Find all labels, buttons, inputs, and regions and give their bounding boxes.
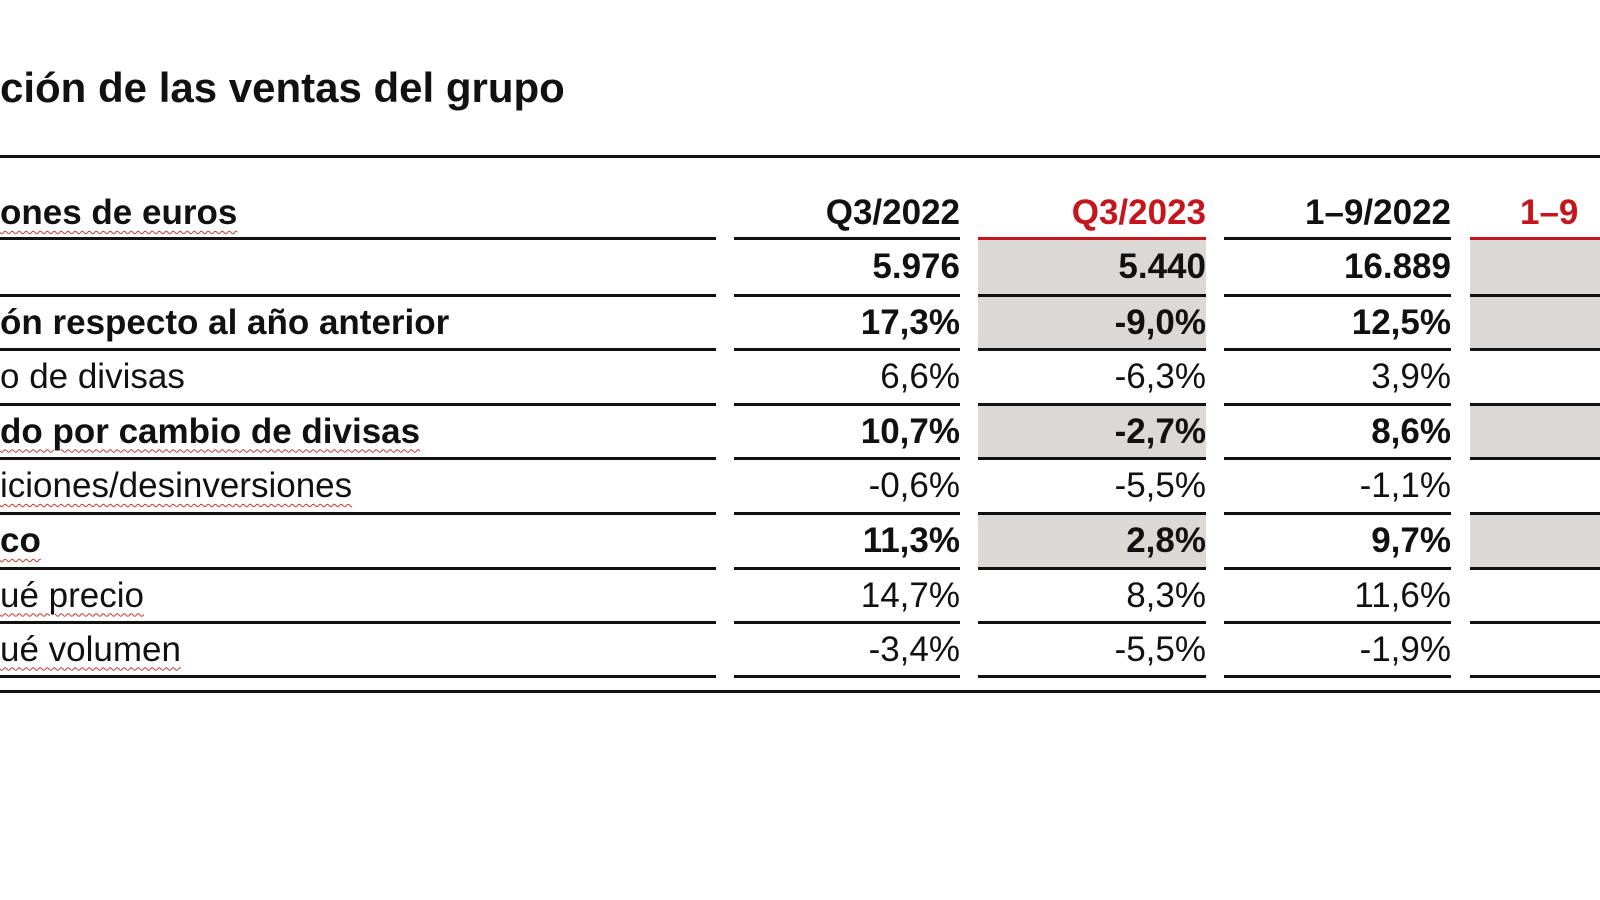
value-cell — [1470, 570, 1600, 624]
value-cell — [1470, 406, 1600, 460]
table-row: o de divisas 6,6% -6,3% 3,9% — [0, 351, 1600, 406]
top-rule — [0, 155, 1600, 158]
value-cell: 6,6% — [734, 351, 960, 406]
value-cell: 11,6% — [1224, 570, 1451, 624]
row-label — [0, 240, 716, 297]
value-cell: 9,7% — [1224, 515, 1451, 570]
table-row: ué precio 14,7% 8,3% 11,6% — [0, 570, 1600, 624]
row-label-text: ué volumen — [0, 629, 181, 669]
table-row: ué volumen -3,4% -5,5% -1,9% — [0, 624, 1600, 678]
value-cell: 2,8% — [978, 515, 1206, 570]
value-cell — [1470, 351, 1600, 406]
value-cell: -2,7% — [978, 406, 1206, 460]
value-cell: 8,3% — [978, 570, 1206, 624]
table-row: co 11,3% 2,8% 9,7% — [0, 515, 1600, 570]
column-header-2: 1–9/2022 — [1224, 158, 1451, 240]
bottom-rule — [0, 690, 1600, 693]
header-row: ones de euros Q3/2022 Q3/2023 1–9/2022 1–9 — [0, 158, 1600, 240]
row-label: co — [0, 515, 716, 570]
value-cell: 5.976 — [734, 240, 960, 297]
table-row: 5.976 5.440 16.889 — [0, 240, 1600, 297]
value-cell: -1,9% — [1224, 624, 1451, 678]
value-cell: 14,7% — [734, 570, 960, 624]
value-cell: 3,9% — [1224, 351, 1451, 406]
value-cell: -9,0% — [978, 297, 1206, 351]
value-cell — [1470, 515, 1600, 570]
row-label: o de divisas — [0, 351, 716, 406]
row-label: ué precio — [0, 570, 716, 624]
table-row: ón respecto al año anterior 17,3% -9,0% 12,… — [0, 297, 1600, 351]
value-cell: 16.889 — [1224, 240, 1451, 297]
value-cell — [1470, 240, 1600, 297]
row-label-text: iciones/desinversiones — [0, 466, 353, 505]
value-cell: -0,6% — [734, 460, 960, 515]
value-cell: 17,3% — [734, 297, 960, 351]
value-cell — [1470, 297, 1600, 351]
row-label: ué volumen — [0, 624, 716, 678]
row-label-text: ón respecto al año anterior — [0, 302, 450, 342]
row-label: do por cambio de divisas — [0, 406, 716, 460]
value-cell — [1470, 460, 1600, 515]
column-header-3: 1–9 — [1470, 158, 1600, 240]
table-row: iciones/desinversiones -0,6% -5,5% -1,1% — [0, 460, 1600, 515]
table-title: ción de las ventas del grupo — [0, 64, 565, 111]
value-cell: -1,1% — [1224, 460, 1451, 515]
column-header-0: Q3/2022 — [734, 158, 960, 240]
value-cell: 10,7% — [734, 406, 960, 460]
row-label: iciones/desinversiones — [0, 460, 716, 515]
value-cell: 5.440 — [978, 240, 1206, 297]
column-header-1: Q3/2023 — [978, 158, 1206, 240]
value-cell — [1470, 624, 1600, 678]
value-cell: 8,6% — [1224, 406, 1451, 460]
value-cell: -6,3% — [978, 351, 1206, 406]
value-cell: 12,5% — [1224, 297, 1451, 351]
row-label-text: o de divisas — [0, 357, 185, 396]
value-cell: 11,3% — [734, 515, 960, 570]
row-label: ón respecto al año anterior — [0, 297, 716, 351]
row-label-text: do por cambio de divisas — [0, 411, 421, 451]
row-label-text: co — [0, 521, 41, 560]
row-label-text: ué precio — [0, 575, 144, 615]
value-cell: -5,5% — [978, 460, 1206, 515]
value-cell: -3,4% — [734, 624, 960, 678]
table-row: do por cambio de divisas 10,7% -2,7% 8,6% — [0, 406, 1600, 460]
header-label: ones de euros — [0, 158, 716, 240]
value-cell: -5,5% — [978, 624, 1206, 678]
